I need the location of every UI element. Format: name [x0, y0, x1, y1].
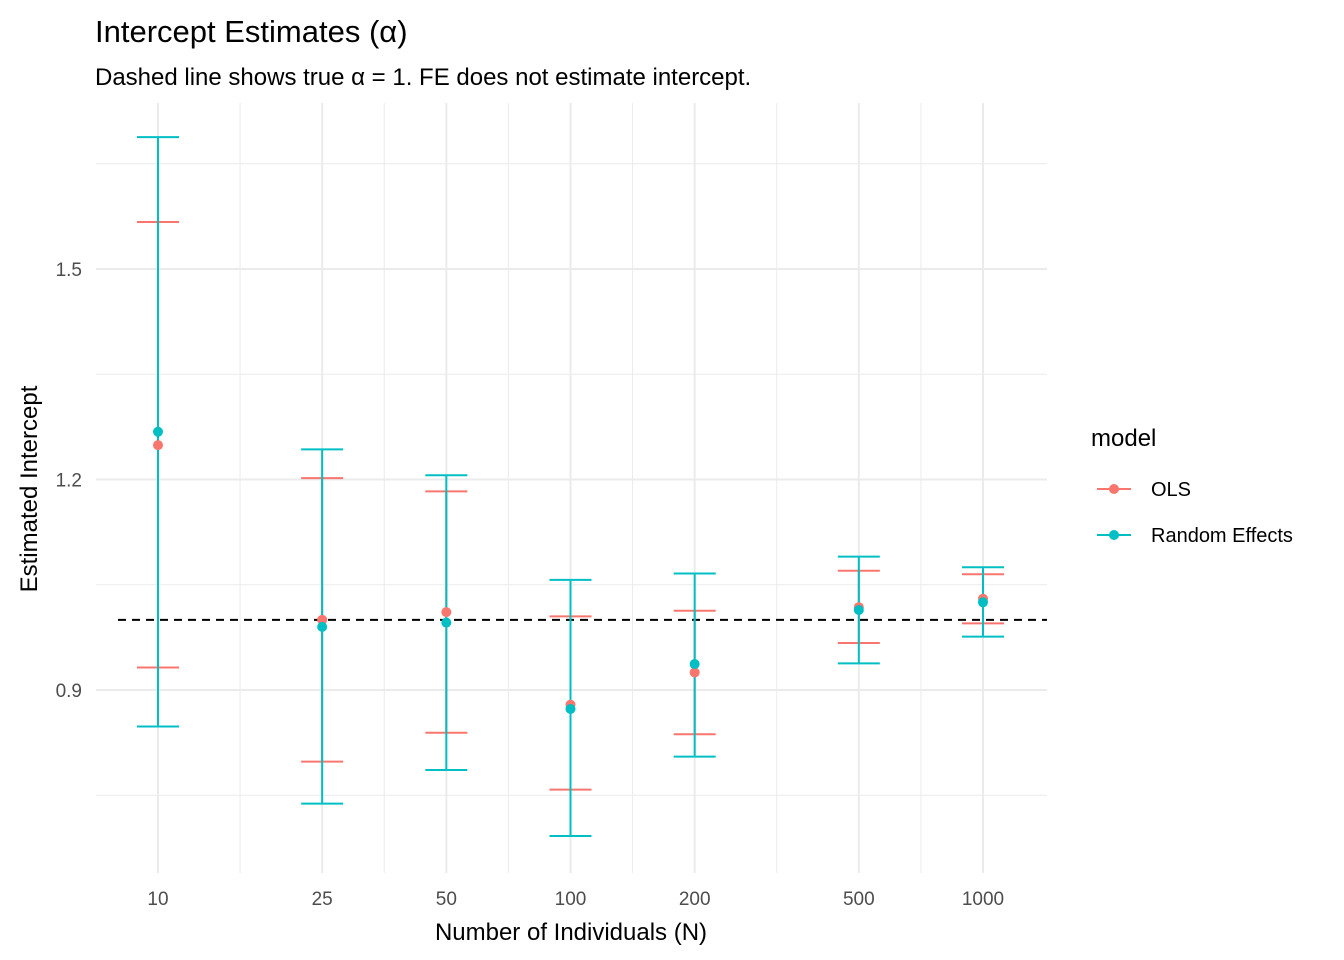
legend-title: model [1091, 425, 1156, 452]
data-point [441, 607, 452, 618]
x-tick-label: 50 [436, 889, 457, 910]
x-tick-label: 10 [147, 889, 168, 910]
legend-label: Random Effects [1151, 525, 1293, 547]
y-tick-label: 1.5 [56, 260, 82, 281]
x-tick-label: 200 [679, 889, 711, 910]
data-point [978, 597, 988, 608]
y-axis-title: Estimated Intercept [16, 385, 43, 592]
x-tick-label: 500 [843, 889, 875, 910]
legend-key [1097, 530, 1131, 540]
data-point [153, 440, 163, 451]
chart-subtitle: Dashed line shows true α = 1. FE does no… [95, 64, 751, 91]
data-point [853, 605, 864, 616]
chart-title: Intercept Estimates (α) [95, 14, 408, 49]
legend-key-point [1109, 530, 1119, 540]
y-tick-label: 0.9 [56, 681, 82, 702]
series-random-effects [137, 136, 1004, 837]
data-point [317, 614, 328, 625]
data-point [565, 703, 576, 714]
x-tick-label: 1000 [962, 889, 1004, 910]
data-point [317, 621, 328, 632]
data-point [441, 617, 452, 628]
x-axis-title: Number of Individuals (N) [435, 919, 707, 946]
points-random-effects [153, 426, 988, 714]
series-layer [137, 136, 1004, 837]
legend-label: OLS [1151, 479, 1191, 501]
data-point [689, 667, 700, 678]
legend: model OLS Random Effects [1091, 425, 1293, 547]
x-tick-label: 100 [555, 889, 587, 910]
y-tick-label: 1.2 [56, 471, 82, 492]
legend-key [1097, 484, 1131, 494]
data-point [689, 659, 700, 670]
tick-labels: 0.9 1.2 1.5 10 25 50 100 200 500 1000 [56, 260, 1005, 910]
data-point [153, 426, 163, 437]
legend-key-point [1109, 484, 1119, 494]
x-tick-label: 25 [312, 889, 333, 910]
